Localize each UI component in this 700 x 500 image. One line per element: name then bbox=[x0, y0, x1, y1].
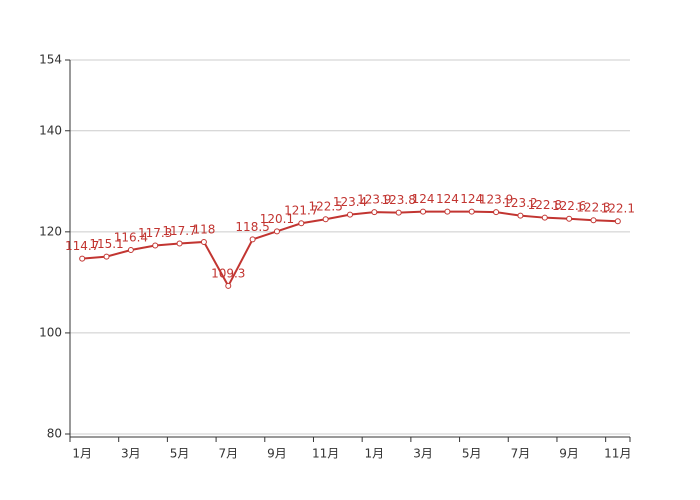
value-label: 109.3 bbox=[211, 266, 245, 280]
value-label: 117.7 bbox=[162, 224, 196, 238]
value-label: 117.3 bbox=[138, 226, 172, 240]
point bbox=[152, 242, 159, 249]
line bbox=[82, 210, 618, 289]
point bbox=[298, 220, 305, 227]
point bbox=[590, 217, 597, 224]
y-tick-label: 140 bbox=[39, 123, 62, 137]
value-label: 122.3 bbox=[576, 201, 610, 215]
point bbox=[127, 247, 134, 254]
point bbox=[273, 228, 280, 235]
x-tick-label: 1月 bbox=[365, 447, 385, 461]
point bbox=[200, 238, 207, 245]
x-tick-label: 7月 bbox=[218, 447, 238, 461]
point bbox=[249, 236, 256, 243]
value-label: 122.6 bbox=[552, 199, 586, 213]
value-label: 124 bbox=[436, 192, 459, 206]
value-label: 116.4 bbox=[114, 231, 148, 245]
point bbox=[517, 212, 524, 219]
x-tick-label: 9月 bbox=[267, 447, 287, 461]
point bbox=[322, 216, 329, 223]
x-tick-label: 9月 bbox=[559, 447, 579, 461]
value-label: 115.1 bbox=[89, 237, 123, 251]
y-tick-label: 154 bbox=[39, 53, 62, 67]
value-label: 122.1 bbox=[601, 202, 635, 216]
y-tick-label: 120 bbox=[39, 224, 62, 238]
point bbox=[176, 240, 183, 247]
value-label: 123.8 bbox=[382, 193, 416, 207]
point bbox=[395, 209, 402, 216]
value-label: 123.4 bbox=[333, 195, 367, 209]
value-label: 118 bbox=[192, 222, 215, 236]
value-label: 120.1 bbox=[260, 212, 294, 226]
y-tick-label: 80 bbox=[47, 427, 62, 441]
point bbox=[614, 218, 621, 225]
x-tick-label: 11月 bbox=[604, 447, 631, 461]
y-tick-label: 100 bbox=[39, 325, 62, 339]
point bbox=[79, 255, 86, 262]
x-tick-label: 11月 bbox=[312, 447, 339, 461]
value-label: 114.7 bbox=[65, 239, 99, 253]
x-tick-label: 3月 bbox=[413, 447, 433, 461]
value-label: 123.9 bbox=[357, 193, 391, 207]
value-label: 124 bbox=[460, 192, 483, 206]
x-tick-label: 3月 bbox=[121, 447, 141, 461]
point bbox=[468, 208, 475, 215]
point bbox=[566, 215, 573, 222]
point bbox=[541, 214, 548, 221]
value-label: 123.2 bbox=[503, 196, 537, 210]
x-tick-label: 7月 bbox=[511, 447, 531, 461]
x-tick-label: 5月 bbox=[462, 447, 482, 461]
point bbox=[103, 253, 110, 260]
x-tick-label: 1月 bbox=[72, 447, 92, 461]
value-label: 121.7 bbox=[284, 204, 318, 218]
point bbox=[371, 209, 378, 216]
value-label: 123.9 bbox=[479, 193, 513, 207]
point bbox=[347, 211, 353, 218]
point bbox=[420, 208, 427, 215]
value-label: 122.8 bbox=[528, 198, 562, 212]
point bbox=[444, 208, 451, 215]
x-tick-label: 5月 bbox=[170, 447, 190, 461]
value-label: 124 bbox=[412, 192, 435, 206]
point bbox=[493, 209, 500, 216]
point bbox=[225, 282, 232, 289]
value-label: 122.5 bbox=[308, 200, 342, 214]
value-label: 118.5 bbox=[235, 220, 269, 234]
